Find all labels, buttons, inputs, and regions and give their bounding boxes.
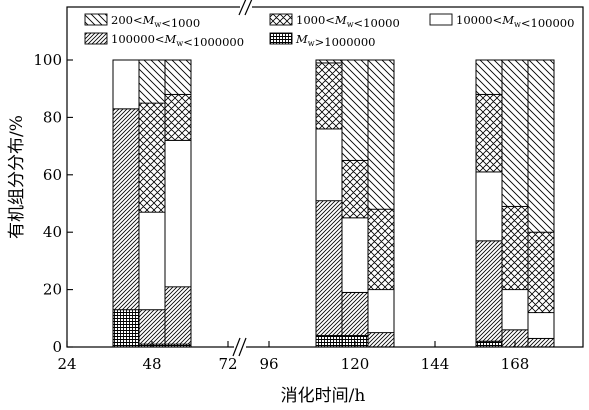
y-tick-label: 0 <box>52 338 62 356</box>
x-tick-label: 96 <box>259 355 278 373</box>
x-tick-label: 168 <box>501 355 530 373</box>
bar-segment-168h-1-s100000 <box>475 240 503 342</box>
legend-label-s100000: 100000<Mw<1000000 <box>111 32 244 49</box>
y-tick-label: 80 <box>43 108 62 126</box>
bar-segment-120h-1-s1000 <box>315 62 343 130</box>
bar-segment-48h-3-s1000 <box>164 93 192 141</box>
bar-segment-168h-1-s1000 <box>475 93 503 173</box>
legend-swatch-s1000 <box>269 13 293 26</box>
bar-segment-120h-1-s1e6 <box>315 335 343 348</box>
y-tick-label: 60 <box>43 166 62 184</box>
legend-swatch-s200 <box>84 13 108 26</box>
bar-segment-48h-3-s10000 <box>164 139 192 288</box>
bar-segment-168h-3-s200 <box>527 59 555 233</box>
bar-segment-48h-1-s10000 <box>112 59 140 110</box>
bar-segment-168h-3-s1000 <box>527 231 555 314</box>
x-axis-break <box>232 0 253 357</box>
y-tick-label: 20 <box>43 281 62 299</box>
y-tick-label: 40 <box>43 223 62 241</box>
bar-segment-48h-2-s200 <box>138 59 166 104</box>
legend-label-s200: 200<Mw<1000 <box>111 13 200 30</box>
bar-segment-168h-2-s200 <box>501 59 529 207</box>
x-axis: 24 48 72 96 120 144 168 <box>57 341 529 373</box>
y-axis-title: 有机组分分布/% <box>7 115 27 239</box>
y-axis: 0 20 40 60 80 100 <box>33 51 73 356</box>
bar-segment-168h-1-s10000 <box>475 171 503 242</box>
bar-segment-168h-1-s200 <box>475 59 503 95</box>
bar-segment-168h-2-s10000 <box>501 289 529 331</box>
bar-segment-120h-3-s200 <box>367 59 395 210</box>
bar-segment-48h-2-s10000 <box>138 211 166 311</box>
bar-segment-48h-2-s100000 <box>138 309 166 345</box>
bar-segment-168h-1-s1e6 <box>475 340 503 348</box>
y-tick-label: 100 <box>33 51 62 69</box>
legend-label-s1e6: Mw>1000000 <box>295 32 376 49</box>
bar-segment-120h-2-s10000 <box>341 217 369 293</box>
bar-segment-48h-2-s1000 <box>138 102 166 213</box>
legend-label-s1000: 1000<Mw<10000 <box>296 13 400 30</box>
legend: 200<Mw<1000 1000<Mw<10000 10000<Mw<100000 1… <box>84 13 574 49</box>
bar-segment-120h-1-s10000 <box>315 128 343 202</box>
legend-swatch-s1e6 <box>269 32 293 45</box>
legend-swatch-s10000 <box>429 13 453 26</box>
x-tick-label: 48 <box>142 355 161 373</box>
legend-label-s10000: 10000<Mw<100000 <box>456 13 574 30</box>
legend-swatch-s100000 <box>84 32 108 45</box>
plot-frame <box>66 6 584 348</box>
bar-segment-168h-3-s100000 <box>527 337 555 348</box>
bar-segment-120h-2-s1000 <box>341 159 369 219</box>
x-tick-label: 72 <box>218 355 237 373</box>
bar-segment-120h-3-s1000 <box>367 208 395 291</box>
bar-segment-120h-2-s100000 <box>341 292 369 336</box>
x-tick-label: 120 <box>341 355 370 373</box>
bar-segment-168h-2-s1000 <box>501 205 529 291</box>
bar-segment-120h-3-s10000 <box>367 289 395 334</box>
bar-segment-48h-3-s200 <box>164 59 192 95</box>
bar-segment-168h-3-s10000 <box>527 312 555 339</box>
x-axis-title: 消化时间/h <box>281 386 366 406</box>
bar-segment-120h-1-s100000 <box>315 200 343 336</box>
bar-segment-120h-2-s200 <box>341 59 369 161</box>
x-tick-label: 144 <box>421 355 450 373</box>
bars-layer <box>112 59 555 348</box>
bar-segment-120h-3-s100000 <box>367 332 395 348</box>
bar-segment-48h-3-s100000 <box>164 286 192 345</box>
bar-segment-48h-1-s100000 <box>112 108 140 311</box>
bar-segment-48h-1-s1e6 <box>112 309 140 348</box>
x-tick-label: 24 <box>57 355 76 373</box>
